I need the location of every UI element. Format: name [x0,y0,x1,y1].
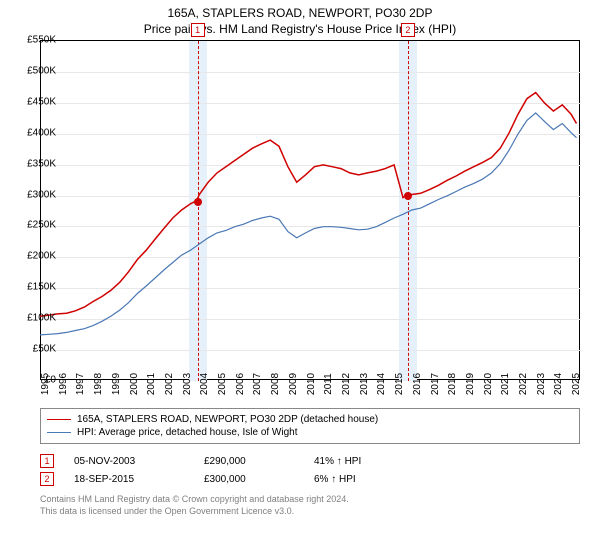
x-tick-label: 1999 [111,373,122,395]
x-tick-label: 1995 [40,373,51,395]
series-hpi [40,113,577,335]
x-tick-label: 2019 [465,373,476,395]
y-tick-label: £350K [27,158,56,169]
x-tick-label: 2000 [129,373,140,395]
sale-pct: 41% ↑ HPI [314,456,361,467]
attribution: Contains HM Land Registry data © Crown c… [40,494,600,517]
y-tick-label: £550K [27,35,56,46]
x-tick-label: 1998 [93,373,104,395]
x-tick-label: 2016 [412,373,423,395]
sale-marker-label: 2 [401,23,415,37]
sales-row: 1 05-NOV-2003 £290,000 41% ↑ HPI [40,452,600,470]
y-tick-label: £150K [27,282,56,293]
x-tick-label: 2014 [376,373,387,395]
legend-item: HPI: Average price, detached house, Isle… [47,426,573,439]
legend-item: 165A, STAPLERS ROAD, NEWPORT, PO30 2DP (… [47,413,573,426]
x-tick-label: 2015 [394,373,405,395]
y-tick-label: £200K [27,251,56,262]
chart-area: 12 £0£50K£100K£150K£200K£250K£300K£350K£… [40,40,600,400]
legend-swatch [47,432,71,433]
sale-price: £300,000 [204,474,294,485]
x-tick-label: 2002 [164,373,175,395]
y-tick-label: £400K [27,127,56,138]
sale-index-box: 2 [40,472,54,486]
x-tick-label: 2013 [359,373,370,395]
x-tick-label: 2020 [483,373,494,395]
sale-date: 05-NOV-2003 [74,456,184,467]
sale-pct: 6% ↑ HPI [314,474,356,485]
y-tick-label: £300K [27,189,56,200]
sales-row: 2 18-SEP-2015 £300,000 6% ↑ HPI [40,470,600,488]
sale-index-box: 1 [40,454,54,468]
sale-marker-label: 1 [191,23,205,37]
sale-price: £290,000 [204,456,294,467]
x-tick-label: 2005 [217,373,228,395]
x-tick-label: 2001 [146,373,157,395]
x-tick-label: 2003 [182,373,193,395]
legend-swatch [47,419,71,420]
sale-date: 18-SEP-2015 [74,474,184,485]
legend-box: 165A, STAPLERS ROAD, NEWPORT, PO30 2DP (… [40,408,580,444]
attribution-line2: This data is licensed under the Open Gov… [40,506,600,518]
legend-label: HPI: Average price, detached house, Isle… [77,427,298,438]
x-tick-label: 2025 [571,373,582,395]
sales-table: 1 05-NOV-2003 £290,000 41% ↑ HPI 2 18-SEP-201… [40,452,600,488]
x-tick-label: 2007 [252,373,263,395]
x-tick-label: 2024 [553,373,564,395]
x-tick-label: 1997 [75,373,86,395]
chart-subtitle: Price paid vs. HM Land Registry's House … [0,20,600,40]
y-tick-label: £100K [27,313,56,324]
y-tick-label: £500K [27,65,56,76]
x-tick-label: 2006 [235,373,246,395]
x-tick-label: 2012 [341,373,352,395]
attribution-line1: Contains HM Land Registry data © Crown c… [40,494,600,506]
x-tick-label: 2010 [306,373,317,395]
x-tick-label: 2021 [500,373,511,395]
x-tick-label: 2017 [430,373,441,395]
y-tick-label: £50K [33,344,56,355]
x-tick-label: 2004 [199,373,210,395]
x-tick-label: 2011 [323,373,334,395]
x-tick-label: 1996 [58,373,69,395]
x-tick-label: 2008 [270,373,281,395]
y-tick-label: £450K [27,96,56,107]
series-price_paid [40,93,577,317]
x-tick-label: 2009 [288,373,299,395]
y-tick-label: £250K [27,220,56,231]
x-tick-label: 2023 [536,373,547,395]
chart-title: 165A, STAPLERS ROAD, NEWPORT, PO30 2DP [0,0,600,20]
line-series-svg [40,40,580,380]
legend-label: 165A, STAPLERS ROAD, NEWPORT, PO30 2DP (… [77,414,378,425]
x-tick-label: 2022 [518,373,529,395]
x-tick-label: 2018 [447,373,458,395]
